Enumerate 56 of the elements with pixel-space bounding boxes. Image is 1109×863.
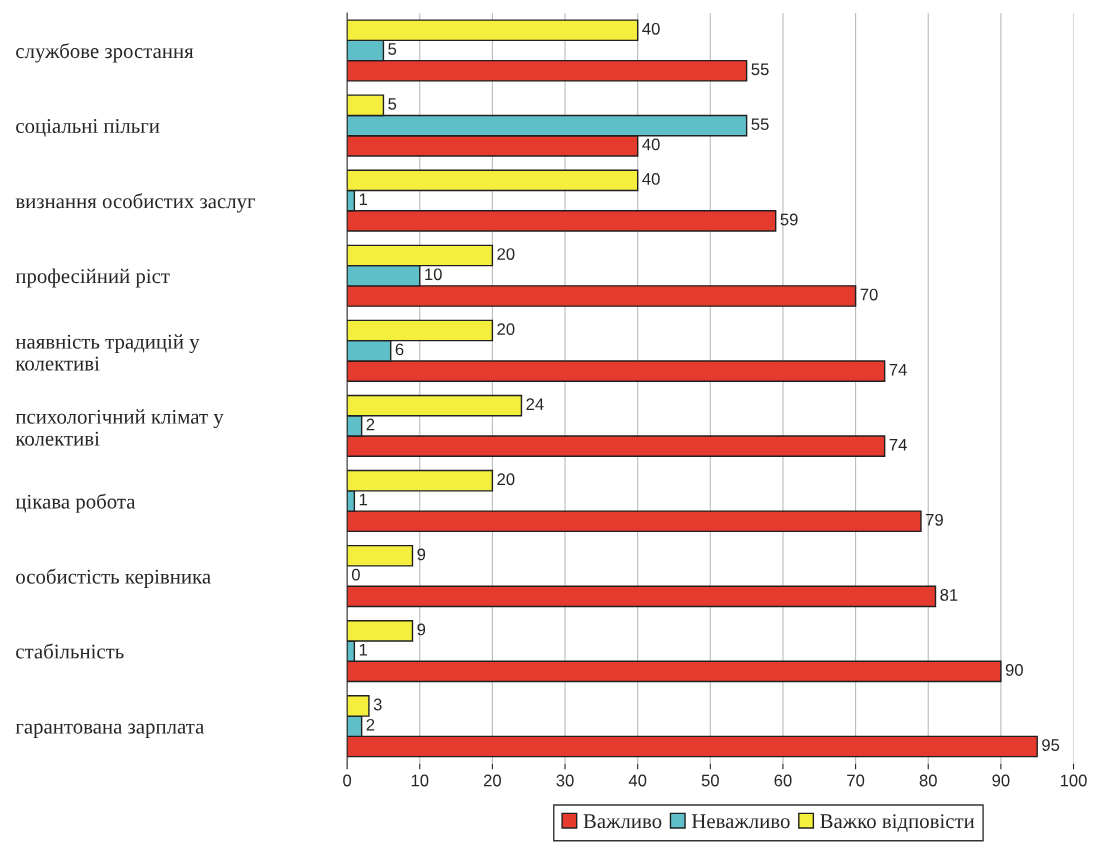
y-tick-label: соціальні пільги	[16, 119, 160, 137]
y-tick-label: професійний ріст	[15, 268, 170, 288]
x-tick-label: 0	[343, 774, 352, 787]
data-label: 55	[751, 118, 769, 131]
data-label: 3	[373, 698, 382, 711]
data-label: 2	[366, 418, 375, 431]
data-label: 81	[940, 589, 958, 601]
x-tick-label: 10	[411, 774, 429, 787]
x-tick-label: 50	[701, 774, 719, 787]
data-label: 79	[925, 513, 943, 526]
data-label: 74	[889, 363, 907, 376]
data-label: 5	[388, 98, 397, 110]
data-label: 95	[1042, 739, 1060, 751]
x-tick-label: 20	[483, 774, 502, 787]
data-label: 20	[497, 248, 515, 260]
data-label: 6	[395, 343, 404, 356]
y-tick-label: цікава робота	[15, 493, 136, 513]
y-tick-label: психологічний клімат у колективі	[15, 409, 224, 446]
data-label: 55	[751, 63, 769, 76]
y-tick-label: особистість керівника	[16, 568, 211, 588]
data-label: 2	[366, 718, 375, 731]
x-tick-label: 100	[1060, 774, 1087, 787]
data-label: 10	[425, 268, 442, 281]
data-label: 1	[359, 493, 367, 506]
data-label: 24	[526, 398, 544, 410]
data-label: 59	[780, 213, 798, 226]
legend-label: Важливо	[583, 814, 662, 829]
data-label: 20	[497, 473, 515, 486]
x-tick-label: 90	[992, 774, 1010, 787]
data-label: 1	[359, 193, 367, 205]
legend-label: Неважливо	[691, 814, 790, 829]
data-label: 9	[417, 623, 426, 636]
data-label: 9	[417, 548, 426, 561]
data-label: 1	[359, 643, 367, 656]
x-tick-label: 40	[628, 774, 647, 787]
data-label: 0	[351, 568, 360, 581]
x-tick-label: 70	[847, 774, 865, 787]
bar	[347, 544, 414, 567]
data-label: 90	[1005, 664, 1023, 676]
y-tick-label: наявність традицій у колективі	[15, 334, 200, 371]
y-tick-label: службове зростання	[16, 43, 194, 63]
data-label: 40	[642, 22, 660, 35]
data-label: 40	[642, 173, 660, 185]
data-label: 5	[388, 43, 397, 55]
x-tick-label: 60	[774, 774, 792, 787]
legend-label: Важко відповісти	[820, 814, 975, 832]
data-label: 20	[497, 323, 515, 336]
data-label: 74	[889, 439, 907, 451]
data-label: 70	[860, 288, 878, 301]
y-tick-label: стабільність	[16, 643, 124, 659]
y-tick-label: гарантована зарплата	[15, 723, 205, 738]
x-tick-label: 30	[556, 774, 574, 787]
data-label: 40	[642, 138, 660, 151]
y-tick-label: визнання особистих заслуг	[15, 193, 256, 213]
bar	[347, 585, 937, 608]
x-tick-label: 80	[919, 774, 937, 787]
